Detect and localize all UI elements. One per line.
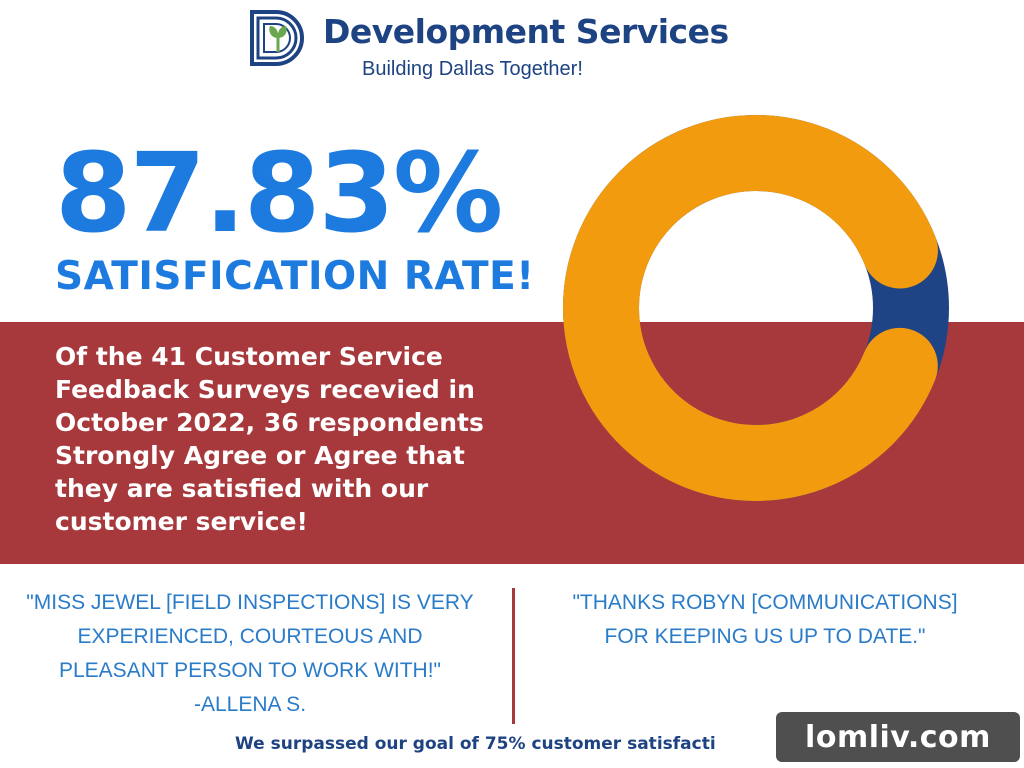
summary-line: Of the 41 Customer Service xyxy=(55,342,443,371)
satisfaction-label: SATISFICATION RATE! xyxy=(55,254,535,299)
summary-text: Of the 41 Customer Service Feedback Surv… xyxy=(55,340,575,538)
quote-communications: "THANKS ROBYN [COMMUNICATIONS] FOR KEEPI… xyxy=(530,586,1000,654)
page-title: Development Services xyxy=(323,12,729,51)
quote-line: FOR KEEPING US UP TO DATE." xyxy=(604,625,926,648)
summary-line: Feedback Surveys recevied in xyxy=(55,375,475,404)
goal-statement: We surpassed our goal of 75% customer sa… xyxy=(235,734,716,754)
summary-line: they are satisfied with our xyxy=(55,474,429,503)
summary-line: October 2022, 36 respondents xyxy=(55,408,484,437)
satisfaction-donut xyxy=(563,115,949,501)
quote-line: "THANKS ROBYN [COMMUNICATIONS] xyxy=(572,591,958,614)
donut-satisfied-segment xyxy=(563,115,949,501)
watermark: lomliv.com xyxy=(776,712,1020,762)
quote-divider xyxy=(512,588,515,724)
satisfaction-percent: 87.83% xyxy=(55,129,503,257)
quote-author: -ALLENA S. xyxy=(193,693,307,716)
quote-line: PLEASANT PERSON TO WORK WITH!" xyxy=(58,659,442,682)
page-subtitle: Building Dallas Together! xyxy=(362,58,583,80)
summary-line: Strongly Agree or Agree that xyxy=(55,441,465,470)
quote-field-inspections: "MISS JEWEL [FIELD INSPECTIONS] IS VERY … xyxy=(0,586,500,722)
watermark-text: lomliv.com xyxy=(805,719,991,755)
header: Development Services Building Dallas Tog… xyxy=(0,0,1024,90)
quote-line: "MISS JEWEL [FIELD INSPECTIONS] IS VERY xyxy=(26,591,474,614)
dallas-d-leaf-logo-icon xyxy=(250,10,304,66)
quote-line: EXPERIENCED, COURTEOUS AND xyxy=(77,625,423,648)
summary-line: customer service! xyxy=(55,507,308,536)
